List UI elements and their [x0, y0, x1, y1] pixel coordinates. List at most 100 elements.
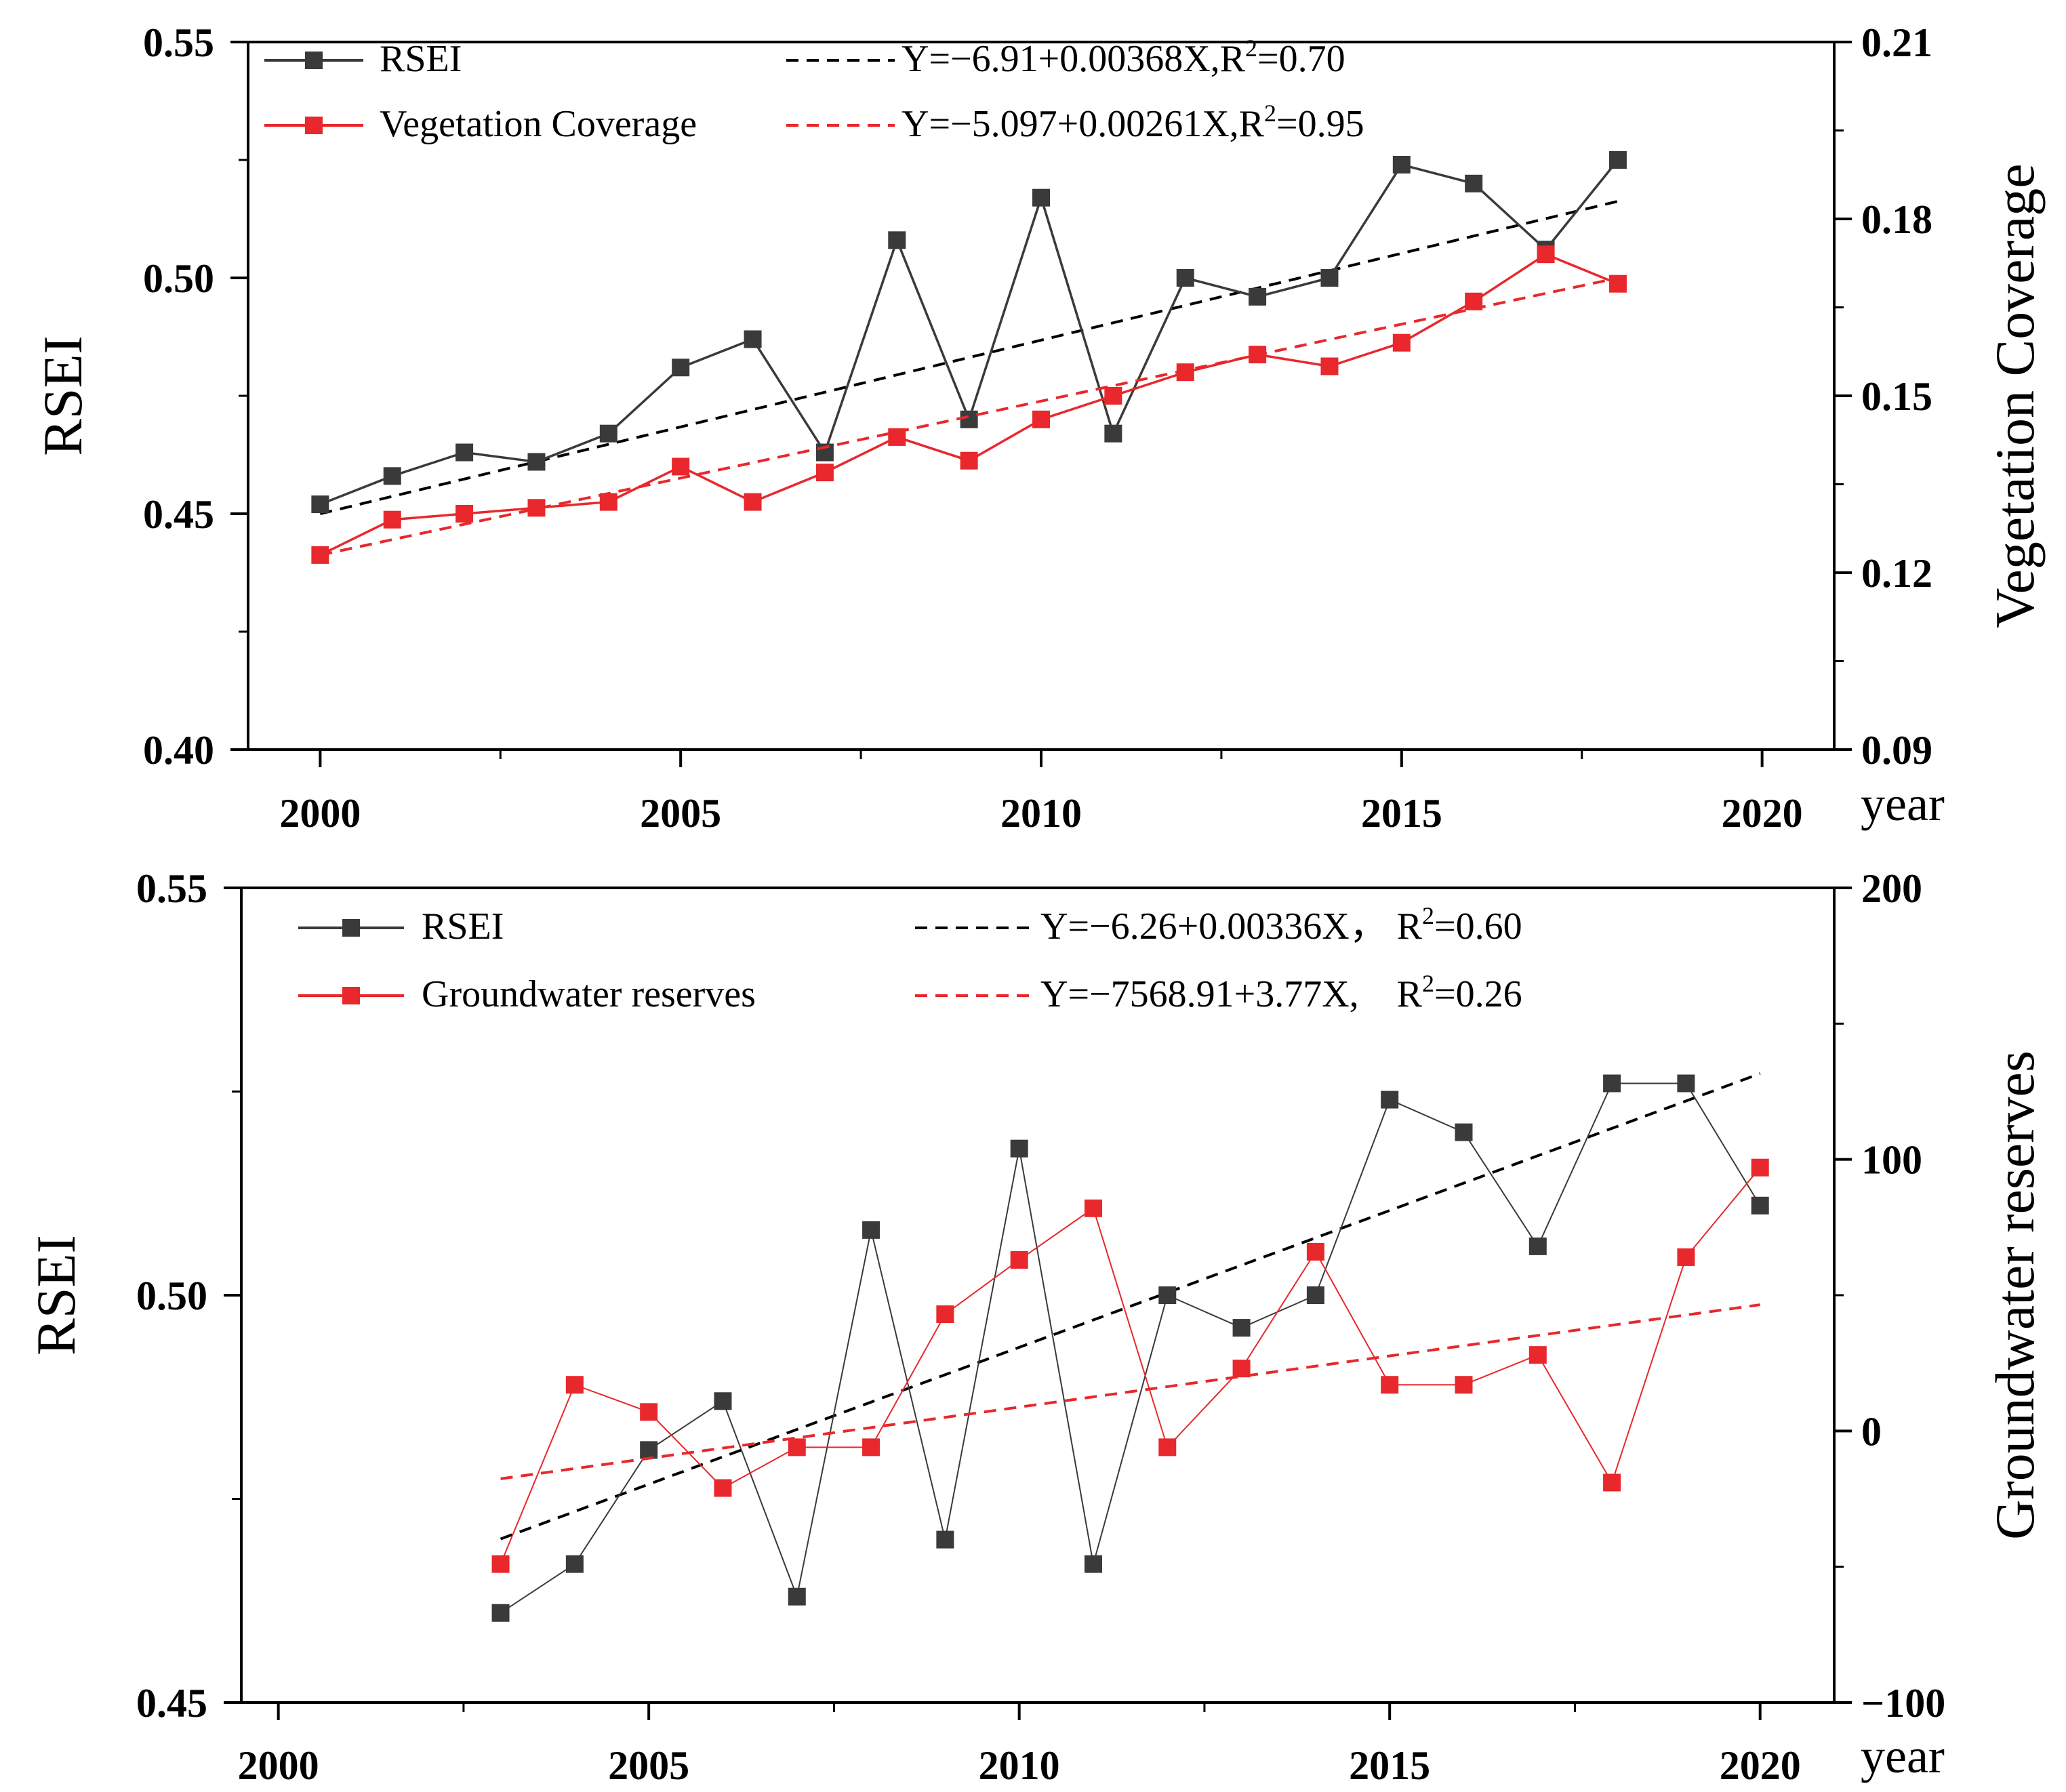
equation-superscript: 2: [1422, 902, 1434, 929]
data-point: [788, 1438, 806, 1457]
equation-r2: =0.60: [1434, 905, 1522, 948]
y-right-tick-label: 0.21: [1861, 20, 1932, 65]
chart-panel-bottom: 2000 2005 2010 2015 2020 year0.450.500.55−100…: [25, 866, 2046, 1788]
series-line: [319, 253, 1619, 556]
data-point: [1032, 410, 1050, 428]
equation-main: Y=−5.097+0.00261X,R: [902, 103, 1265, 145]
data-point: [1158, 1438, 1177, 1457]
x-tick-label: 2010: [979, 1743, 1060, 1788]
data-point: [1084, 1199, 1102, 1217]
data-point: [936, 1305, 954, 1324]
data-point: [1751, 1158, 1769, 1177]
data-point: [640, 1403, 658, 1421]
series-groundwater-reserves: [491, 1158, 1769, 1573]
y-left-tick-label: 0.55: [143, 20, 214, 65]
data-point: [1528, 1237, 1547, 1255]
series-line: [500, 1082, 1761, 1614]
y-left-axis-title: RSEI: [32, 335, 94, 456]
data-point: [1176, 363, 1194, 382]
legend-marker: [305, 52, 323, 69]
x-tick-label: 2020: [1722, 791, 1803, 836]
equation-superscript: 2: [1264, 100, 1276, 127]
data-point: [672, 457, 690, 476]
legend-label: Vegetation Coverage: [380, 103, 697, 145]
x-tick-label: 2000: [279, 791, 361, 836]
trend-line: [500, 1072, 1761, 1541]
y-left-tick-label: 0.55: [136, 866, 207, 911]
y-left-axis-title: RSEI: [25, 1235, 87, 1356]
legend-marker: [305, 117, 323, 134]
data-point: [1392, 155, 1411, 174]
data-point: [1392, 333, 1411, 352]
plot-frame: [247, 41, 1836, 751]
y-right-tick-label: −100: [1861, 1681, 1945, 1726]
legend-entry-1: Vegetation Coverage Y=−5.097+0.00261X,R2=…: [264, 100, 1364, 145]
y-left-tick-label: 0.45: [136, 1681, 207, 1726]
data-point: [1608, 274, 1627, 293]
y-right-tick-label: 0.15: [1861, 374, 1932, 419]
data-point: [1306, 1286, 1324, 1304]
data-point: [1158, 1286, 1177, 1304]
data-point: [862, 1221, 880, 1239]
series-rsei: [311, 151, 1627, 515]
legend-entry-0: RSEI Y=−6.91+0.00368X,R2=0.70: [264, 35, 1345, 80]
equation-main: Y=−7568.91+3.77X, R: [1040, 973, 1423, 1015]
data-point: [1381, 1376, 1399, 1394]
y-left-tick-label: 0.50: [143, 256, 214, 301]
data-point: [383, 510, 401, 529]
data-point: [1677, 1248, 1695, 1266]
data-point: [960, 410, 978, 428]
data-point: [311, 546, 329, 564]
legend-label: Groundwater reserves: [422, 973, 756, 1015]
data-point: [1320, 269, 1339, 287]
data-point: [1010, 1250, 1028, 1269]
data-point: [1603, 1473, 1621, 1492]
data-point: [1104, 387, 1122, 405]
equation-r2: =0.70: [1257, 38, 1345, 80]
data-point: [1084, 1555, 1102, 1573]
data-point: [1751, 1196, 1769, 1215]
data-point: [815, 464, 834, 482]
data-point: [788, 1587, 806, 1606]
data-point: [1104, 424, 1122, 443]
equation-main: Y=−6.26+0.00336X， R: [1040, 905, 1423, 948]
data-point: [1232, 1319, 1251, 1337]
data-point: [1603, 1074, 1621, 1093]
y-right-tick-label: 0.18: [1861, 197, 1932, 242]
data-point: [1465, 292, 1483, 310]
data-point: [565, 1376, 584, 1394]
data-point: [1465, 174, 1483, 192]
data-point: [862, 1438, 880, 1457]
legend-entry-0: RSEI Y=−6.26+0.00336X， R2=0.60: [298, 902, 1522, 948]
x-tick-label: 2020: [1720, 1743, 1801, 1788]
series-line: [500, 1167, 1761, 1565]
legend-equation: Y=−7568.91+3.77X, R2=0.26: [1040, 970, 1522, 1015]
equation-r2: =0.26: [1434, 973, 1522, 1015]
chart-panel-top: 2000 2005 2010 2015 2020 year 0.40 0.45 0.50 0.55…: [32, 20, 2046, 836]
series-rsei: [491, 1072, 1769, 1622]
data-point: [1032, 188, 1050, 207]
data-point: [960, 451, 978, 470]
data-point: [455, 505, 474, 523]
x-tick-label: 2005: [640, 791, 721, 836]
data-point: [491, 1604, 510, 1622]
data-point: [1381, 1091, 1399, 1109]
data-point: [455, 443, 474, 462]
data-point: [1537, 245, 1555, 264]
legend-entry-1: Groundwater reserves Y=−7568.91+3.77X, R2…: [298, 970, 1522, 1015]
data-point: [491, 1555, 510, 1573]
data-point: [1677, 1074, 1695, 1093]
x-unit-label: year: [1861, 777, 1945, 831]
data-point: [1249, 287, 1267, 306]
data-point: [1455, 1123, 1473, 1141]
data-point: [1010, 1139, 1028, 1158]
legend-equation: Y=−6.91+0.00368X,R2=0.70: [902, 35, 1345, 80]
y-right-tick-label: 0.09: [1861, 728, 1932, 773]
x-tick-label: 2015: [1361, 791, 1442, 836]
data-point: [527, 453, 546, 471]
data-point: [1306, 1242, 1324, 1261]
data-point: [888, 231, 906, 249]
data-point: [1176, 269, 1194, 287]
trend-line: [500, 1303, 1760, 1480]
data-point: [1528, 1346, 1547, 1364]
